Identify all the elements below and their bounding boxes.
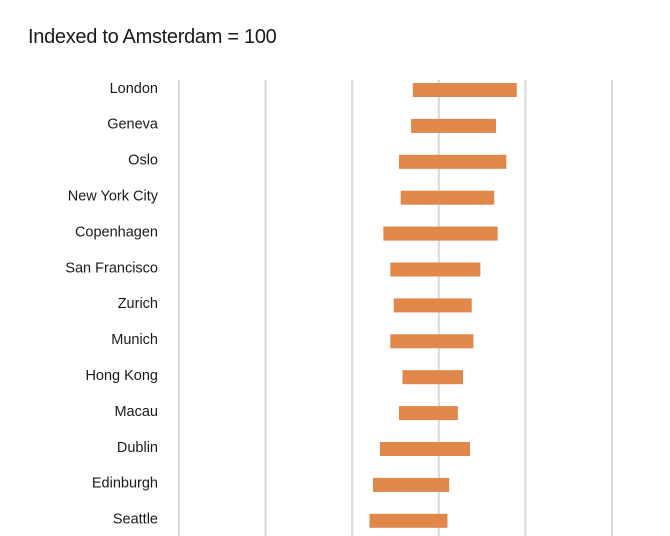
range-bar — [398, 406, 458, 421]
category-label: Dublin — [117, 440, 158, 456]
category-label: Geneva — [107, 117, 159, 133]
category-labels: London Geneva Oslo New York City Copenhagen S… — [65, 81, 159, 528]
category-label: Zurich — [118, 296, 158, 312]
category-label: Oslo — [128, 153, 158, 169]
range-bar — [383, 226, 498, 241]
range-bar — [400, 190, 495, 205]
category-label: London — [110, 81, 158, 97]
category-label: Macau — [114, 404, 158, 420]
range-bar — [372, 477, 450, 492]
range-bars — [369, 83, 517, 528]
range-bar — [390, 262, 481, 277]
range-bar — [411, 118, 496, 133]
range-bar — [398, 154, 507, 169]
range-bar — [393, 298, 472, 313]
category-label: Copenhagen — [75, 224, 158, 240]
range-bar — [379, 442, 470, 456]
category-label: Munich — [111, 332, 158, 348]
category-label: Hong Kong — [85, 368, 158, 384]
range-bar — [369, 513, 448, 528]
range-bar — [412, 83, 517, 97]
chart-title: Indexed to Amsterdam = 100 — [28, 26, 277, 48]
category-label: Edinburgh — [92, 476, 158, 492]
range-bar — [402, 370, 464, 385]
category-label: Seattle — [113, 512, 158, 528]
category-label: New York City — [68, 189, 159, 205]
category-label: San Francisco — [65, 260, 158, 276]
range-bar — [390, 334, 474, 349]
